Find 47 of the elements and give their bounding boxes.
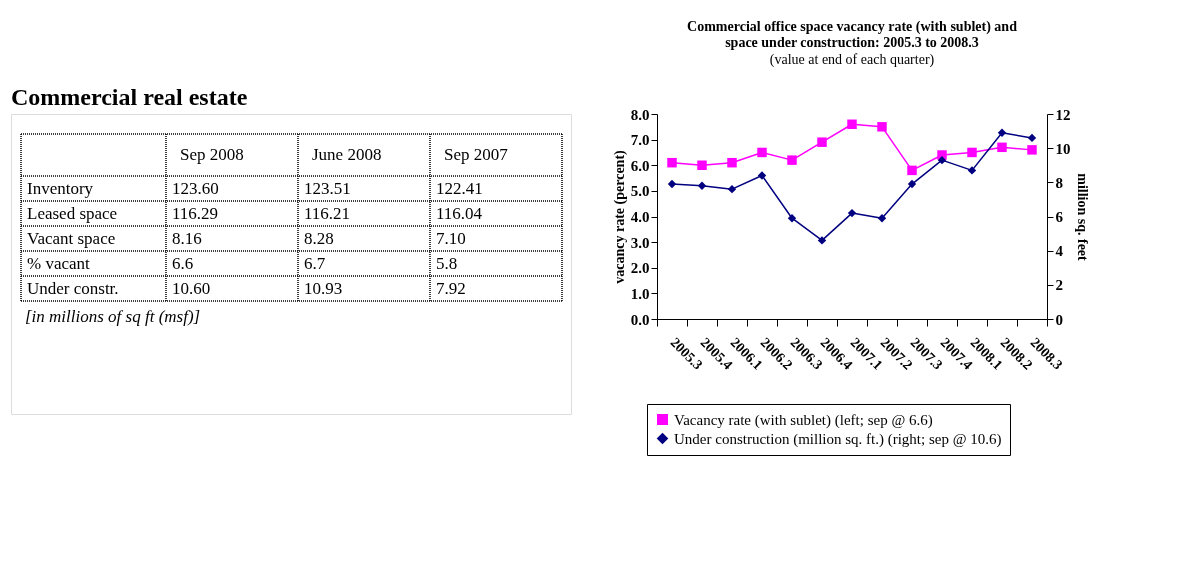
text: Commercial real estate: [11, 84, 248, 110]
category-label: % vacant: [27, 253, 90, 273]
category-label: Leased space: [27, 203, 118, 223]
category-label: Sep 2007: [444, 145, 509, 164]
text: 122.41: [436, 178, 483, 198]
text: 6.6: [172, 253, 194, 273]
y-tick-label: 0.0: [630, 311, 650, 328]
text: 116.29: [172, 203, 219, 223]
text: 10.60: [172, 278, 211, 298]
text: 123.51: [304, 178, 351, 198]
y-tick-label: 5.0: [630, 183, 650, 200]
text: 123.60: [172, 178, 219, 198]
text: 6.7: [304, 253, 326, 273]
category-label: Vacant space: [27, 228, 116, 248]
chart-title: Commercial office space vacancy rate (with sublet) and space under construction: 2005.3 to 2008.3: [687, 19, 1018, 50]
category-label: Under constr.: [27, 278, 119, 298]
text: 116.04: [436, 203, 483, 223]
text: 7.92: [436, 278, 466, 298]
category-label: Inventory: [27, 178, 94, 198]
y2-tick-label: 6: [1055, 209, 1064, 225]
text: 7.10: [436, 228, 466, 248]
y-axis-title: vacancy rate (percent): [611, 149, 628, 284]
y-tick-label: 7.0: [630, 132, 650, 149]
text: [in millions of sq ft (msf)]: [25, 307, 201, 326]
category-label: Sep 2008: [180, 145, 244, 164]
y2-tick-label: 2: [1055, 277, 1063, 294]
text: 5.8: [436, 253, 458, 273]
y-tick-label: 3.0: [630, 234, 650, 251]
y2-tick-label: 0: [1055, 311, 1063, 328]
y-tick-label: 6.0: [630, 157, 650, 174]
y2-tick-label: 12: [1055, 106, 1071, 123]
legend-label: Under construction (million sq. ft.) (right; sep @ 10.6): [674, 430, 1002, 448]
y-tick-label: 1.0: [630, 285, 650, 302]
chart-subtitle: (value at end of each quarter): [769, 52, 935, 68]
text: 116.21: [304, 203, 351, 223]
text: 10.93: [304, 278, 343, 298]
y2-tick-label: 10: [1055, 140, 1071, 157]
y2-axis-title: million sq. feet: [1074, 173, 1090, 262]
legend-label: Vacancy rate (with sublet) (left; sep @ 6.6): [674, 411, 933, 429]
y-tick-label: 8.0: [630, 106, 650, 123]
y2-tick-label: 4: [1055, 243, 1064, 260]
y-tick-label: 4.0: [630, 209, 650, 225]
text: 8.16: [172, 228, 202, 248]
y2-tick-label: 8: [1055, 174, 1063, 191]
y-tick-label: 2.0: [630, 260, 650, 277]
text: 8.28: [304, 228, 334, 248]
category-label: June 2008: [312, 145, 382, 164]
